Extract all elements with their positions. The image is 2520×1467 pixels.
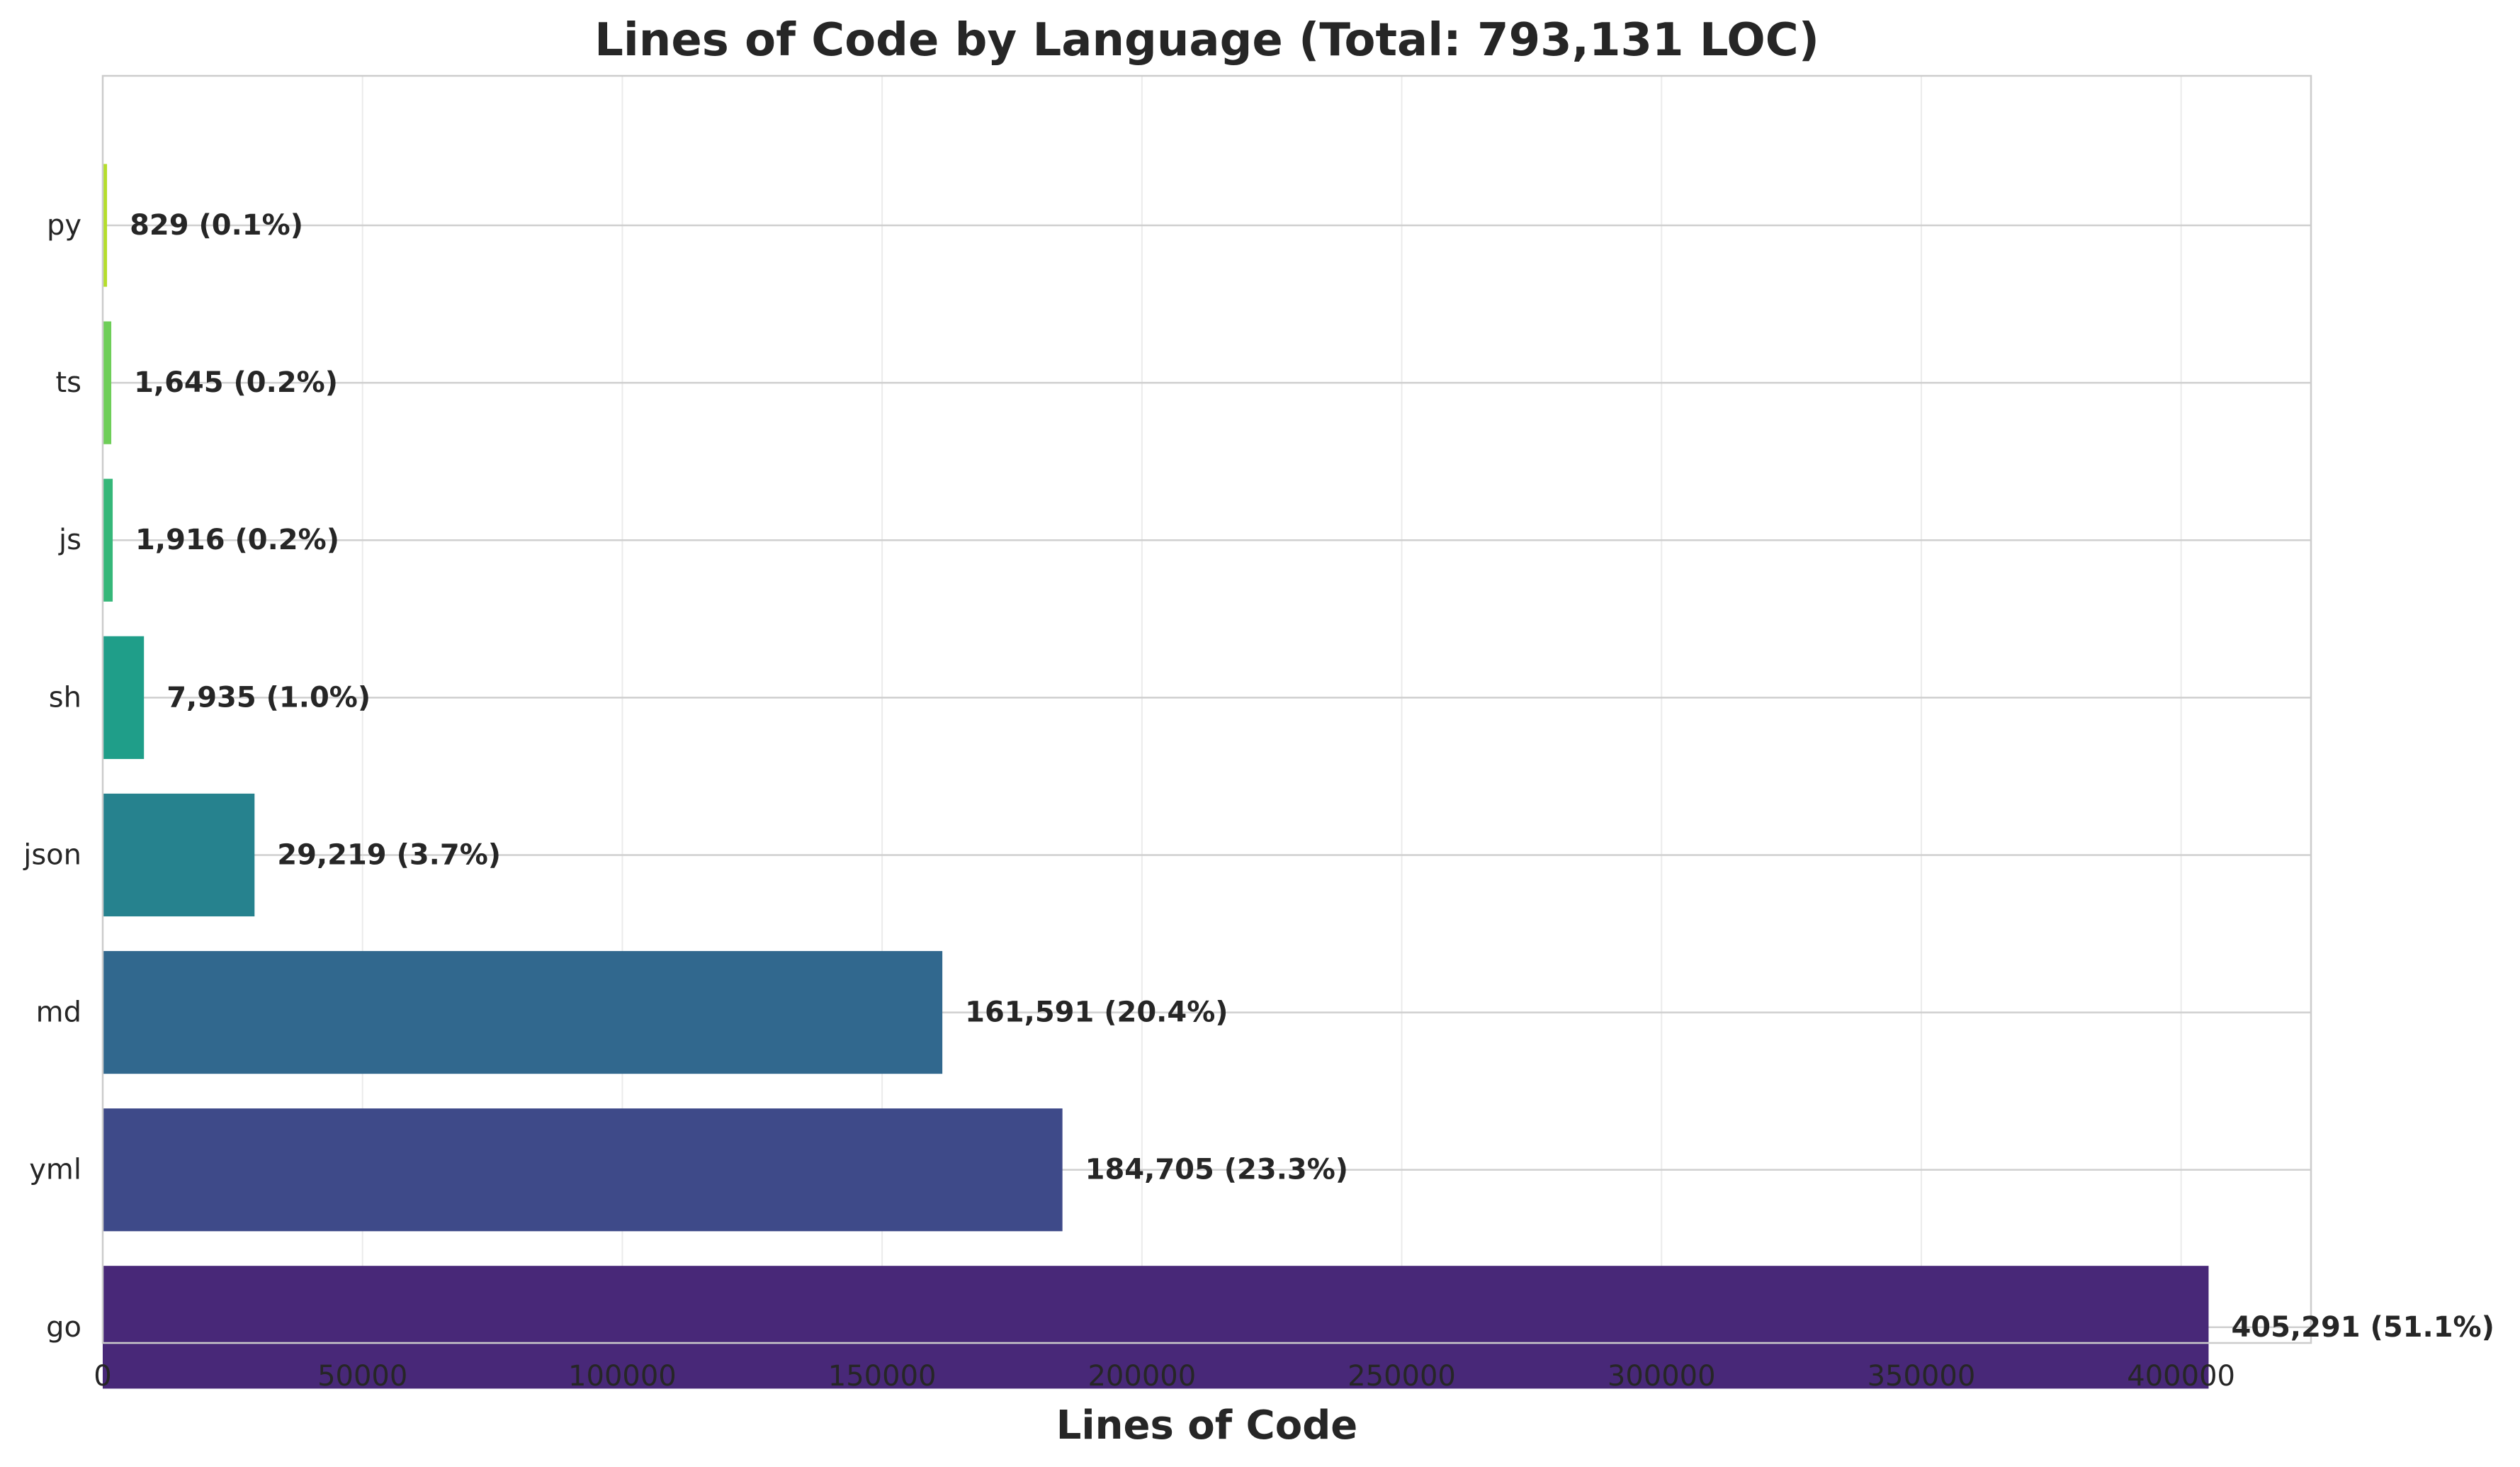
y-axis-ticks: go yml md json sh js ts py: [23, 209, 81, 1344]
x-tick-label: 300000: [1608, 1360, 1716, 1393]
x-tick-label: 150000: [828, 1360, 937, 1393]
x-tick-label: 100000: [568, 1360, 677, 1393]
y-tick-label: json: [23, 838, 81, 871]
x-tick-label: 200000: [1087, 1360, 1196, 1393]
data-label: 1,645 (0.2%): [134, 366, 338, 399]
x-tick-label: 350000: [1868, 1360, 1976, 1393]
x-tick-label: 50000: [317, 1360, 407, 1393]
data-label: 829 (0.1%): [130, 209, 303, 242]
bar-ts: [103, 321, 112, 444]
x-axis-ticks: 0 50000 100000 150000 200000 250000 300000 3500…: [94, 1360, 2235, 1393]
data-label: 405,291 (51.1%): [2231, 1311, 2494, 1344]
y-tick-label: py: [47, 209, 81, 242]
x-tick-label: 400000: [2127, 1360, 2235, 1393]
data-label: 29,219 (3.7%): [277, 838, 501, 871]
bar-sh: [103, 636, 145, 759]
data-label: 161,591 (20.4%): [965, 996, 1228, 1029]
chart-title: Lines of Code by Language (Total: 793,13…: [594, 14, 1819, 67]
bar-js: [103, 478, 113, 602]
data-label: 7,935 (1.0%): [166, 681, 371, 714]
bar-md: [103, 950, 943, 1074]
y-tick-label: md: [36, 996, 81, 1029]
bar-json: [103, 793, 255, 917]
bar-py: [103, 164, 108, 287]
y-tick-label: go: [46, 1311, 81, 1344]
bars: [103, 164, 2209, 1389]
y-tick-label: sh: [49, 681, 81, 714]
bar-yml: [103, 1108, 1063, 1232]
plot-frame: [101, 74, 2312, 1344]
y-tick-label: yml: [29, 1154, 81, 1186]
bar-go: [103, 1266, 2209, 1389]
x-tick-label: 0: [94, 1360, 111, 1393]
data-label: 184,705 (23.3%): [1085, 1154, 1348, 1186]
x-tick-label: 250000: [1347, 1360, 1456, 1393]
y-tick-label: js: [58, 524, 81, 556]
data-labels: 405,291 (51.1%) 184,705 (23.3%) 161,591 (2…: [130, 209, 2494, 1344]
y-tick-label: ts: [55, 366, 81, 399]
x-axis-title: Lines of Code: [1056, 1403, 1358, 1449]
data-label: 1,916 (0.2%): [135, 524, 339, 556]
